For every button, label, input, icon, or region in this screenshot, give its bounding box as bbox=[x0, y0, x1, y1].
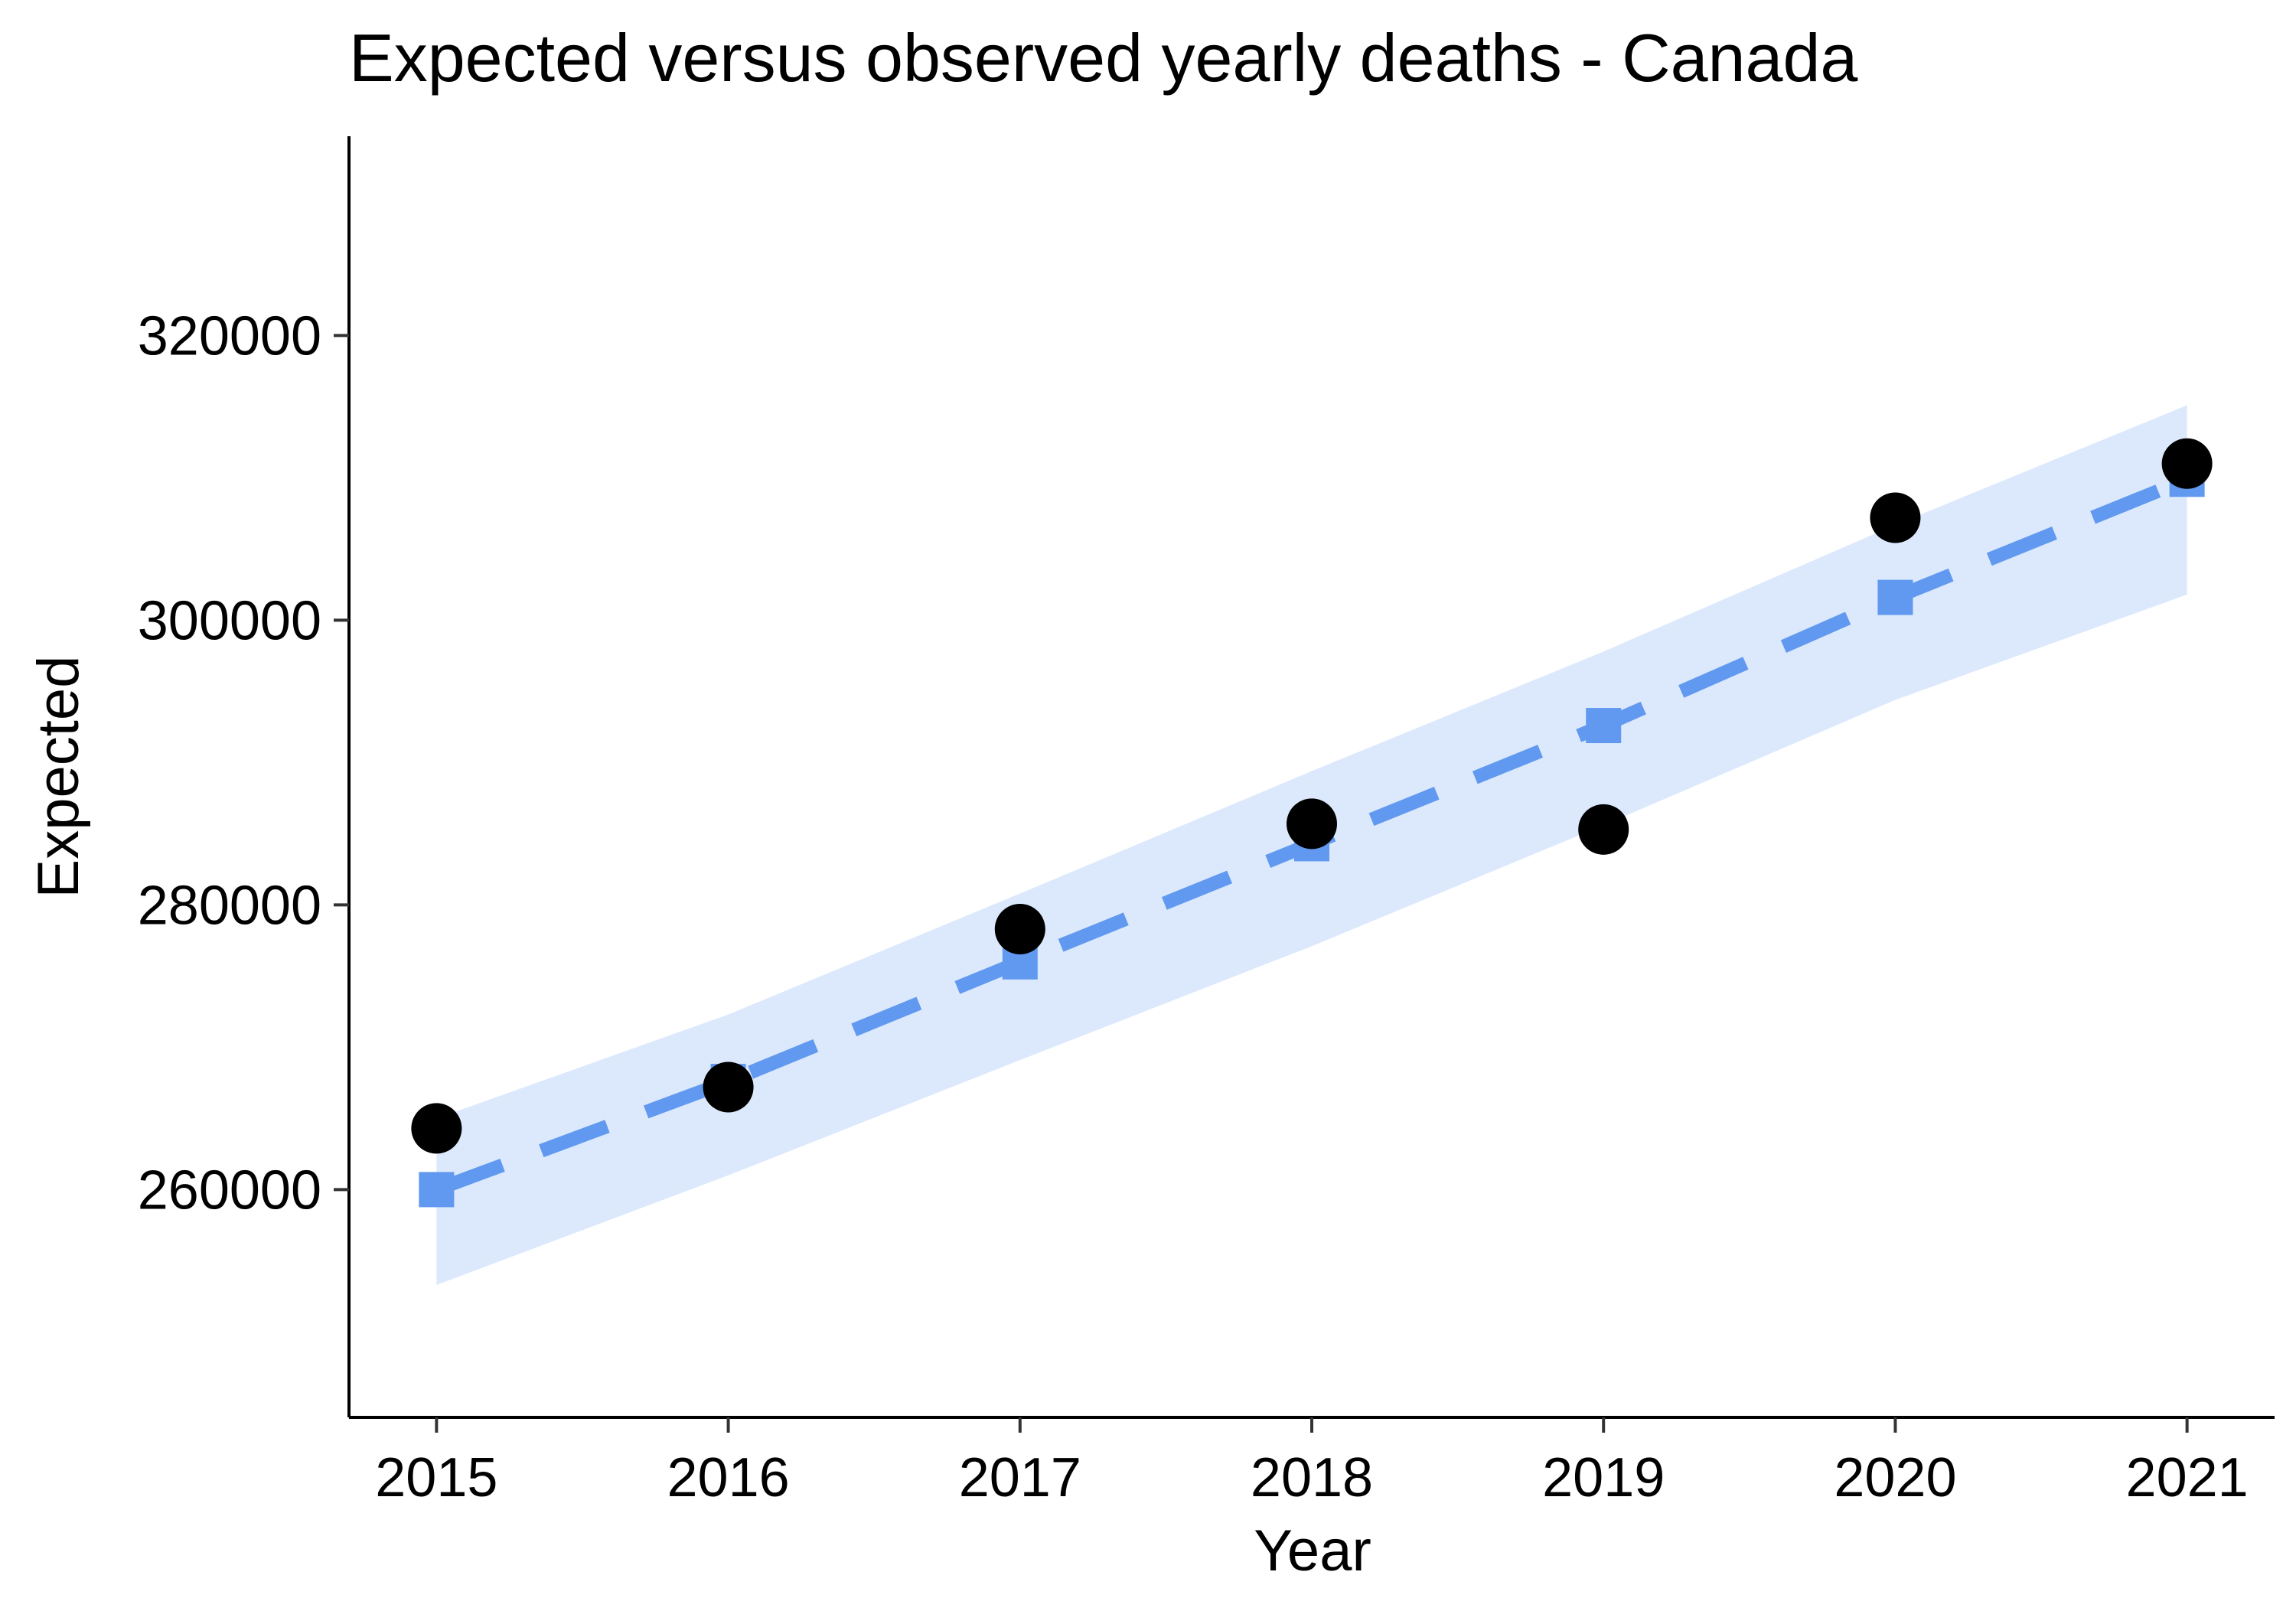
expected-marker bbox=[1877, 579, 1913, 615]
x-axis-title: Year bbox=[1254, 1518, 1371, 1583]
chart-title: Expected versus observed yearly deaths -… bbox=[349, 20, 1857, 96]
x-tick-label: 2019 bbox=[1542, 1447, 1665, 1508]
y-tick-label: 320000 bbox=[138, 305, 321, 367]
observed-points-layer bbox=[411, 438, 2213, 1154]
expected-marker bbox=[419, 1172, 455, 1208]
observed-point bbox=[1287, 798, 1337, 850]
y-tick-label: 260000 bbox=[138, 1159, 321, 1221]
axes-layer: 2015 2016 2017 2018 2019 2020 2021 260000 280000… bbox=[138, 136, 2275, 1508]
observed-point bbox=[994, 904, 1045, 955]
observed-point bbox=[1578, 804, 1629, 855]
observed-point bbox=[1870, 492, 1921, 543]
x-tick-label: 2021 bbox=[2126, 1447, 2249, 1508]
observed-point bbox=[703, 1061, 754, 1113]
x-tick-label: 2015 bbox=[375, 1447, 497, 1508]
x-tick-label: 2018 bbox=[1251, 1447, 1373, 1508]
expected-marker bbox=[1586, 708, 1622, 744]
x-tick-label: 2016 bbox=[667, 1447, 789, 1508]
observed-point bbox=[411, 1103, 462, 1154]
y-tick-label: 280000 bbox=[138, 875, 321, 936]
y-axis-title: Expected bbox=[26, 656, 91, 898]
observed-point bbox=[2161, 438, 2213, 489]
y-tick-label: 300000 bbox=[138, 590, 321, 651]
x-tick-label: 2017 bbox=[959, 1447, 1081, 1508]
x-tick-label: 2020 bbox=[1834, 1447, 1956, 1508]
